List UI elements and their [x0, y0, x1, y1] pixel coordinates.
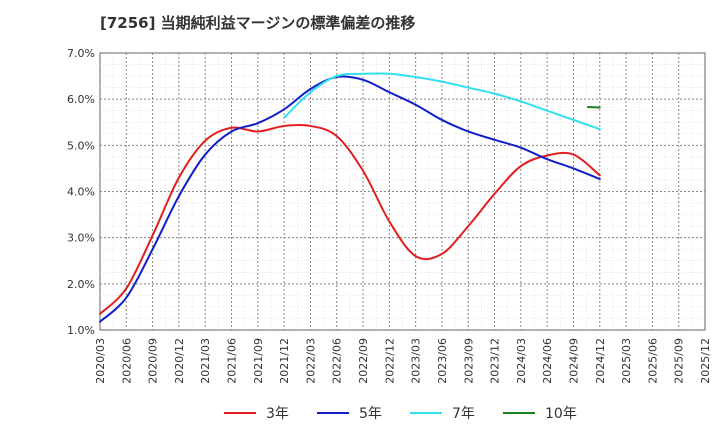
- x-axis: 2020/03 2020/06 2020/09 2020/12 2021/03 2021/…: [94, 338, 712, 384]
- x-tick-label: 2021/06: [226, 338, 239, 384]
- series-3-line: [99, 123, 601, 315]
- x-tick-label: 2025/03: [620, 338, 633, 384]
- grid-layer: [100, 53, 705, 330]
- chart-title: [7256] 当期純利益マージンの標準偏差の推移: [100, 14, 415, 32]
- y-tick-label: 5.0%: [67, 139, 95, 152]
- y-tick-label: 3.0%: [67, 232, 95, 245]
- x-tick-label: 2024/03: [515, 338, 528, 384]
- x-tick-label: 2023/09: [462, 338, 475, 384]
- x-tick-label: 2022/09: [357, 338, 370, 384]
- x-tick-label: 2021/03: [199, 338, 212, 384]
- y-tick-label: 6.0%: [67, 93, 95, 106]
- x-tick-label: 2024/09: [567, 338, 580, 384]
- x-tick-label: 2020/03: [94, 338, 107, 384]
- legend-label: 3年: [266, 406, 289, 422]
- y-tick-label: 7.0%: [67, 47, 95, 60]
- legend-label: 5年: [359, 406, 382, 422]
- legend: 3年 5年 7年 10年: [224, 406, 577, 422]
- x-tick-label: 2020/12: [173, 338, 186, 384]
- y-tick-label: 4.0%: [67, 186, 95, 199]
- series-7-line: [283, 72, 601, 131]
- y-tick-label: 1.0%: [67, 324, 95, 337]
- x-tick-label: 2022/12: [383, 338, 396, 384]
- series-5-line: [99, 75, 601, 323]
- x-tick-label: 2025/06: [646, 338, 659, 384]
- x-tick-label: 2021/12: [278, 338, 291, 384]
- y-axis: 1.0% 2.0% 3.0% 4.0% 5.0% 6.0% 7.0%: [67, 47, 95, 337]
- x-tick-label: 2020/09: [147, 338, 160, 384]
- series-10-line: [586, 105, 601, 109]
- x-tick-label: 2024/12: [594, 338, 607, 384]
- x-tick-label: 2021/09: [252, 338, 265, 384]
- x-tick-label: 2022/06: [331, 338, 344, 384]
- x-tick-label: 2024/06: [541, 338, 554, 384]
- x-tick-label: 2025/09: [673, 338, 686, 384]
- x-tick-label: 2023/06: [436, 338, 449, 384]
- y-tick-label: 2.0%: [67, 278, 95, 291]
- x-tick-label: 2020/06: [120, 338, 133, 384]
- x-tick-label: 2025/12: [699, 338, 712, 384]
- legend-label: 10年: [545, 406, 577, 422]
- x-tick-label: 2022/03: [304, 338, 317, 384]
- legend-label: 7年: [452, 406, 475, 422]
- series-layer: [99, 72, 601, 323]
- x-tick-label: 2023/03: [410, 338, 423, 384]
- x-tick-label: 2023/12: [489, 338, 502, 384]
